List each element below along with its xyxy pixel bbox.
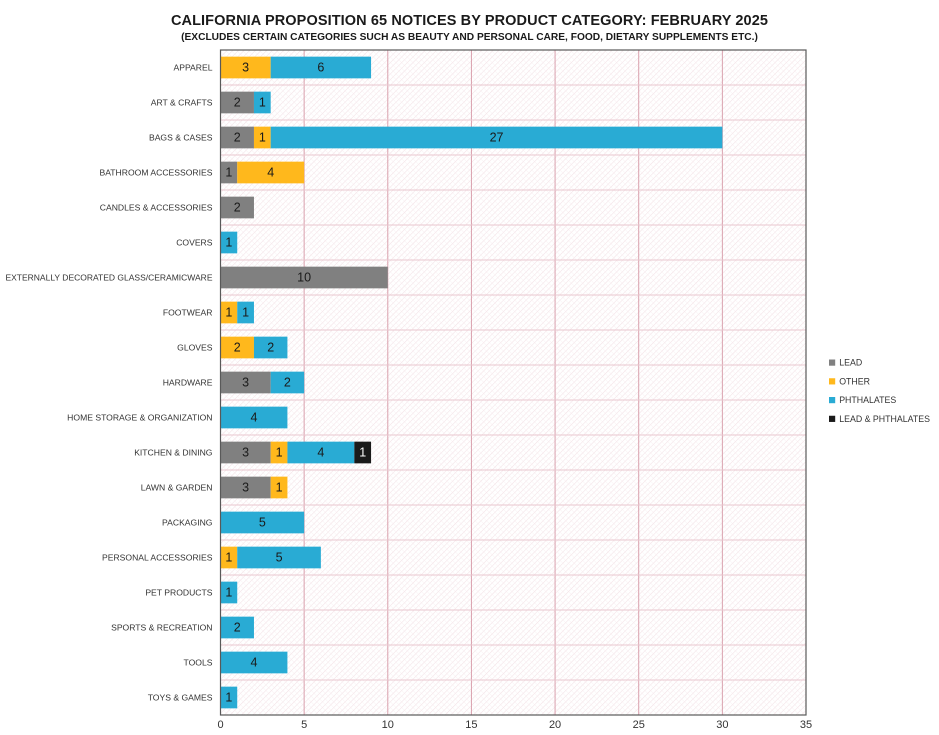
svg-text:1: 1 xyxy=(225,236,232,250)
svg-text:2: 2 xyxy=(234,341,241,355)
svg-text:4: 4 xyxy=(250,656,257,670)
svg-text:10: 10 xyxy=(382,719,394,731)
svg-text:3: 3 xyxy=(242,376,249,390)
svg-text:COVERS: COVERS xyxy=(176,238,213,248)
svg-text:ART & CRAFTS: ART & CRAFTS xyxy=(151,98,213,108)
svg-text:2: 2 xyxy=(234,131,241,145)
svg-text:OTHER: OTHER xyxy=(839,376,870,386)
svg-text:3: 3 xyxy=(242,61,249,75)
svg-text:CANDLES & ACCESSORIES: CANDLES & ACCESSORIES xyxy=(100,203,213,213)
svg-text:4: 4 xyxy=(250,411,257,425)
svg-text:TOOLS: TOOLS xyxy=(184,658,213,668)
svg-text:1: 1 xyxy=(259,131,266,145)
svg-text:1: 1 xyxy=(225,306,232,320)
svg-text:SPORTS & RECREATION: SPORTS & RECREATION xyxy=(111,623,212,633)
svg-text:1: 1 xyxy=(259,96,266,110)
svg-text:PACKAGING: PACKAGING xyxy=(162,518,213,528)
svg-text:5: 5 xyxy=(276,551,283,565)
svg-text:1: 1 xyxy=(225,166,232,180)
svg-text:1: 1 xyxy=(225,691,232,705)
svg-text:HOME STORAGE & ORGANIZATION: HOME STORAGE & ORGANIZATION xyxy=(67,413,212,423)
svg-text:2: 2 xyxy=(234,621,241,635)
svg-text:3: 3 xyxy=(242,446,249,460)
svg-text:LAWN & GARDEN: LAWN & GARDEN xyxy=(141,483,213,493)
svg-text:GLOVES: GLOVES xyxy=(177,343,213,353)
svg-text:LEAD: LEAD xyxy=(839,358,862,368)
svg-text:1: 1 xyxy=(359,446,366,460)
svg-text:20: 20 xyxy=(549,719,561,731)
svg-text:1: 1 xyxy=(225,551,232,565)
svg-text:10: 10 xyxy=(297,271,311,285)
svg-text:LEAD & PHTHALATES: LEAD & PHTHALATES xyxy=(839,414,930,424)
svg-text:PHTHALATES: PHTHALATES xyxy=(839,395,896,405)
svg-text:35: 35 xyxy=(800,719,812,731)
svg-text:2: 2 xyxy=(284,376,291,390)
svg-text:1: 1 xyxy=(225,586,232,600)
svg-text:27: 27 xyxy=(490,131,504,145)
svg-text:TOYS & GAMES: TOYS & GAMES xyxy=(148,693,213,703)
svg-text:30: 30 xyxy=(716,719,728,731)
svg-text:HARDWARE: HARDWARE xyxy=(163,378,213,388)
svg-text:PET PRODUCTS: PET PRODUCTS xyxy=(145,588,212,598)
svg-text:25: 25 xyxy=(633,719,645,731)
svg-text:1: 1 xyxy=(276,481,283,495)
svg-text:2: 2 xyxy=(234,96,241,110)
svg-text:4: 4 xyxy=(267,166,274,180)
svg-text:5: 5 xyxy=(301,719,307,731)
svg-text:2: 2 xyxy=(234,201,241,215)
svg-text:1: 1 xyxy=(276,446,283,460)
svg-text:FOOTWEAR: FOOTWEAR xyxy=(163,308,213,318)
svg-text:15: 15 xyxy=(465,719,477,731)
svg-text:3: 3 xyxy=(242,481,249,495)
svg-text:6: 6 xyxy=(317,61,324,75)
svg-text:1: 1 xyxy=(242,306,249,320)
svg-text:EXTERNALLY DECORATED GLASS/CER: EXTERNALLY DECORATED GLASS/CERAMICWARE xyxy=(5,273,212,283)
svg-text:2: 2 xyxy=(267,341,274,355)
svg-text:BATHROOM ACCESSORIES: BATHROOM ACCESSORIES xyxy=(99,168,212,178)
svg-text:0: 0 xyxy=(217,719,223,731)
svg-text:BAGS & CASES: BAGS & CASES xyxy=(149,133,213,143)
svg-text:4: 4 xyxy=(317,446,324,460)
svg-text:KITCHEN & DINING: KITCHEN & DINING xyxy=(134,448,213,458)
svg-text:PERSONAL ACCESSORIES: PERSONAL ACCESSORIES xyxy=(102,553,213,563)
svg-text:5: 5 xyxy=(259,516,266,530)
svg-text:APPAREL: APPAREL xyxy=(173,63,212,73)
